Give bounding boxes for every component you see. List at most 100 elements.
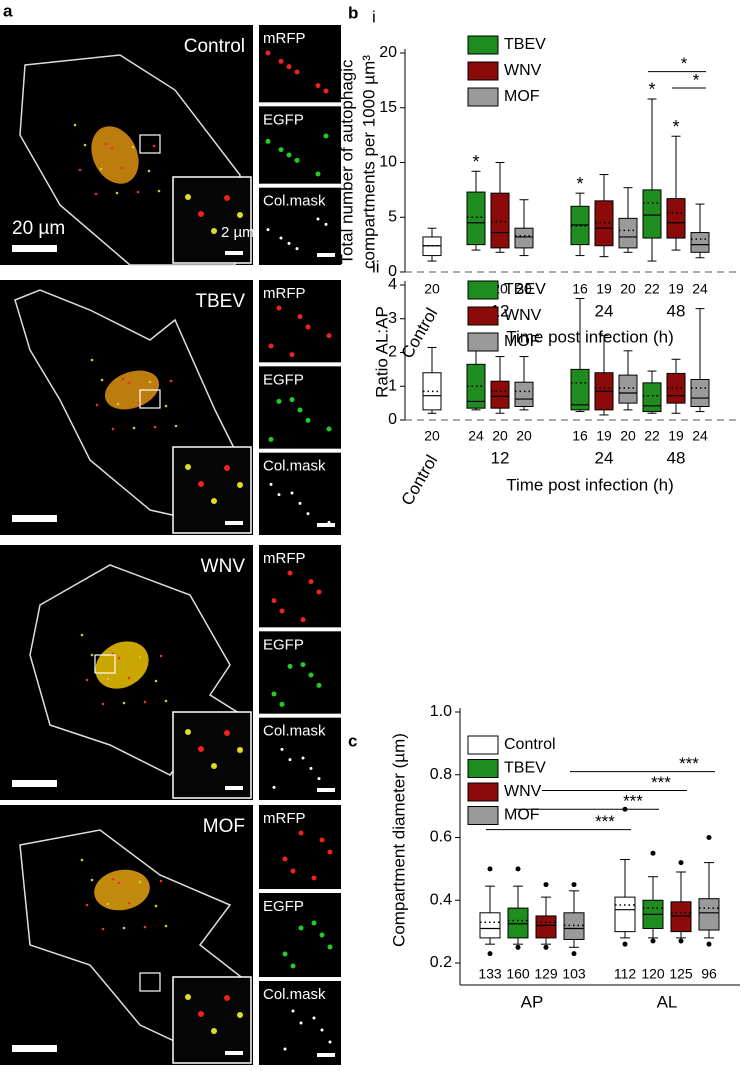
outlier bbox=[515, 944, 521, 950]
n-label: 24 bbox=[692, 428, 708, 444]
dot bbox=[73, 123, 77, 127]
inset-dot bbox=[185, 729, 191, 735]
inset-dot bbox=[185, 194, 191, 200]
box bbox=[690, 379, 710, 407]
channel-dot bbox=[315, 83, 321, 89]
dot bbox=[116, 402, 120, 406]
legend-label: MOF bbox=[504, 333, 540, 350]
y-tick-label: 3 bbox=[388, 310, 397, 327]
panel-letter: b bbox=[348, 3, 358, 22]
roi-box bbox=[139, 134, 161, 154]
dot bbox=[138, 655, 142, 659]
inset-dot bbox=[185, 464, 191, 470]
dot bbox=[138, 880, 142, 884]
dot bbox=[106, 902, 110, 906]
group-label: Control bbox=[397, 305, 441, 362]
box bbox=[570, 368, 590, 411]
bracket-label: *** bbox=[651, 773, 671, 792]
y-tick-label: 0 bbox=[388, 263, 397, 280]
condition-label: Control bbox=[184, 36, 245, 57]
n-label: 19 bbox=[668, 428, 684, 444]
legend-label: TBEV bbox=[504, 760, 546, 777]
box bbox=[466, 191, 486, 246]
y-tick-label: 0.4 bbox=[430, 891, 452, 908]
channel-dot bbox=[287, 241, 291, 245]
n-label: 20 bbox=[620, 428, 636, 444]
outlier bbox=[678, 938, 684, 944]
dot bbox=[153, 425, 157, 429]
box-chart: i 0 5 10 15 20 Total number of autophagic compa… bbox=[337, 7, 740, 362]
channel-dot bbox=[306, 512, 310, 516]
legend-label: Control bbox=[504, 736, 556, 753]
channel-image bbox=[259, 452, 341, 535]
box bbox=[514, 227, 534, 249]
inset-dot bbox=[224, 465, 230, 471]
significance-star: * bbox=[576, 174, 583, 194]
legend-swatch bbox=[467, 759, 499, 778]
condition-label: MOF bbox=[203, 816, 245, 837]
scale-bar bbox=[12, 1045, 57, 1052]
inset-dot bbox=[224, 195, 230, 201]
channel-dot bbox=[311, 920, 317, 926]
dot bbox=[117, 881, 121, 885]
dot bbox=[90, 653, 94, 657]
dot bbox=[169, 379, 173, 383]
significance-star: * bbox=[472, 152, 479, 172]
dot bbox=[157, 189, 161, 193]
n-label: 96 bbox=[701, 966, 717, 982]
inset bbox=[172, 976, 252, 1064]
channel-image bbox=[259, 187, 341, 265]
significance-star: * bbox=[672, 117, 679, 137]
channel-dot bbox=[316, 589, 322, 595]
channel-scale-bar bbox=[317, 253, 335, 257]
channel-dot bbox=[278, 147, 284, 153]
box bbox=[490, 380, 510, 409]
channel-dot bbox=[300, 662, 306, 668]
n-label: 22 bbox=[644, 428, 660, 444]
channel-dot bbox=[287, 663, 293, 669]
dot bbox=[132, 426, 136, 430]
channel-dot bbox=[327, 944, 333, 950]
channel-dot bbox=[286, 64, 292, 70]
box bbox=[563, 912, 585, 940]
channel-image bbox=[259, 631, 341, 714]
legend-swatch bbox=[467, 87, 499, 107]
channel-dot bbox=[282, 951, 288, 957]
cell-outline bbox=[19, 54, 241, 266]
dot bbox=[111, 877, 115, 881]
n-label: 133 bbox=[478, 966, 502, 982]
dot bbox=[143, 925, 147, 929]
channel-dot bbox=[298, 925, 304, 931]
channel-dot bbox=[291, 1009, 295, 1013]
x-axis-label: Time post infection (h) bbox=[506, 327, 674, 346]
dot bbox=[143, 700, 147, 704]
inset-scale-label: 2 µm bbox=[221, 224, 255, 241]
channel-label: EGFP bbox=[263, 111, 304, 128]
channel-dot bbox=[276, 305, 282, 311]
channel-scale-bar bbox=[317, 523, 335, 527]
channel-dot bbox=[288, 758, 292, 762]
dot bbox=[159, 879, 163, 883]
channel-dot bbox=[323, 133, 329, 139]
dot bbox=[80, 858, 84, 862]
n-label: 20 bbox=[516, 428, 532, 444]
bracket-label: * bbox=[693, 71, 700, 90]
y-tick-label: 0.2 bbox=[430, 954, 452, 971]
dot bbox=[94, 192, 98, 196]
box bbox=[642, 189, 662, 239]
box bbox=[614, 896, 636, 933]
channel-dot bbox=[290, 491, 294, 495]
outlier bbox=[622, 941, 628, 947]
y-tick-label: 20 bbox=[379, 44, 397, 61]
n-label: 20 bbox=[424, 281, 440, 297]
n-label: 20 bbox=[492, 428, 508, 444]
n-label: 20 bbox=[424, 428, 440, 444]
channel-dot bbox=[311, 875, 317, 881]
legend-label: MOF bbox=[504, 807, 540, 824]
box bbox=[642, 382, 662, 413]
channel-label: mRFP bbox=[263, 285, 306, 302]
group-label: Control bbox=[397, 452, 441, 509]
channel-dot bbox=[305, 417, 311, 423]
legend-swatch bbox=[467, 782, 499, 802]
